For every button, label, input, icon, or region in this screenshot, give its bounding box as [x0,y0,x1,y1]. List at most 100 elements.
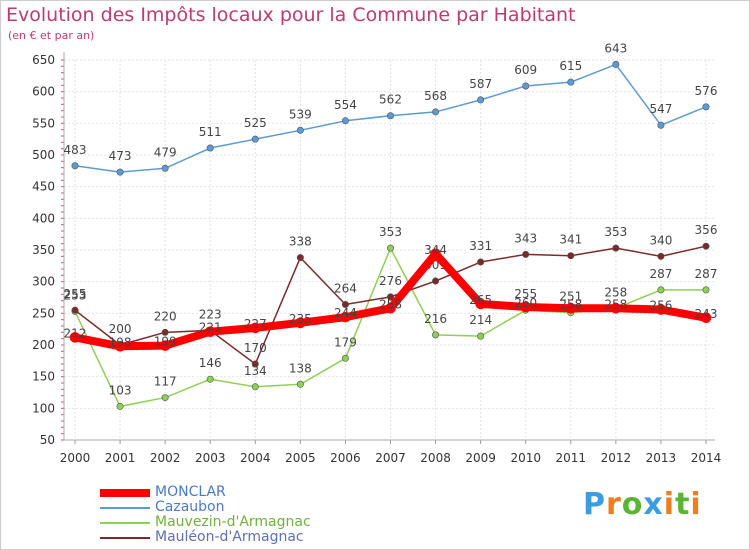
data-label: 643 [604,41,627,55]
y-tick-label: 50 [40,433,55,447]
data-label: 353 [604,225,627,239]
legend-item: Mauléon-d'Armagnac [100,530,420,545]
data-point [296,380,304,388]
data-point [655,304,667,315]
x-tick-label: 2005 [285,451,316,465]
data-point [69,332,81,343]
data-label: 264 [334,281,357,295]
chart-title: Evolution des Impôts locaux pour la Comm… [6,4,576,26]
line-chart: 50 100 150 200 250 300 350 400 450 500 550 600 650 2… [32,41,722,465]
x-tick-label: 2001 [105,451,136,465]
x-tick-label: 2004 [240,451,271,465]
data-point [432,277,440,285]
data-point [340,311,351,323]
data-point [567,252,575,260]
x-tick-label: 2003 [195,451,226,465]
data-point [296,126,304,134]
data-label: 568 [424,89,447,103]
logo-letter: i [663,487,676,522]
data-label: 258 [604,285,627,299]
logo-letter: i [690,487,702,522]
data-point [565,302,577,314]
y-tick-label: 400 [32,211,55,225]
legend-swatch [100,507,150,509]
data-point [251,383,259,391]
axes [61,52,715,444]
chart-subtitle: (en € et par an) [8,29,95,42]
data-point [477,332,485,340]
y-tick-label: 350 [32,243,55,257]
data-point [700,312,712,324]
data-label: 276 [379,274,402,288]
data-point [296,254,304,262]
proxiti-logo: Proxiti [583,487,702,522]
logo-letter: P [583,487,606,522]
data-label: 353 [379,225,402,239]
data-point [206,144,214,152]
x-tick-label: 2014 [691,451,722,465]
data-label: 146 [199,356,222,370]
data-point [657,121,665,129]
data-point [385,302,396,314]
data-label: 170 [244,341,267,355]
data-label: 338 [289,235,312,249]
x-tick-label: 2011 [556,451,587,465]
data-label: 343 [514,231,537,245]
y-tick-label: 450 [32,180,55,194]
data-point [386,112,394,120]
y-tick-label: 650 [32,53,55,67]
data-point [386,244,394,252]
x-tick-label: 2010 [510,451,541,465]
data-point [475,298,486,310]
y-tick-label: 500 [32,148,55,162]
data-point [702,242,710,250]
data-label: 212 [64,326,87,340]
logo-letter: x [643,487,664,522]
data-label: 554 [334,98,357,112]
legend-swatch [100,522,150,524]
data-point [341,300,349,308]
data-label: 479 [154,145,177,159]
data-label: 251 [559,290,582,304]
legend-label: MONCLAR [155,484,226,500]
data-label: 331 [469,239,492,253]
data-label: 220 [154,309,177,323]
data-point [206,375,214,383]
x-tick-label: 2009 [465,451,496,465]
legend-label: Mauvezin-d'Armagnac [155,514,311,530]
data-label: 511 [199,125,222,139]
data-point [477,258,485,266]
logo-letter: t [675,487,691,522]
x-tick-label: 2000 [60,451,91,465]
data-label: 138 [289,361,312,375]
data-point [71,306,79,314]
data-point [114,340,126,352]
x-tick-labels: 2000 2001 2002 2003 2004 2005 2006 2007 2008 2009… [60,451,722,465]
data-point [432,108,440,116]
data-label: 525 [244,116,267,130]
data-label: 615 [559,59,582,73]
data-label: 287 [695,267,718,281]
legend-item: Mauvezin-d'Armagnac [100,515,420,530]
data-label: 562 [379,93,402,107]
data-label: 200 [109,322,132,336]
data-point [341,117,349,125]
legend-label: Mauléon-d'Armagnac [155,529,304,545]
data-point [610,302,622,314]
data-label: 117 [154,375,177,389]
x-tick-label: 2007 [375,451,406,465]
data-point [522,250,530,258]
data-label: 214 [469,313,492,327]
data-point [612,244,620,252]
data-label: 576 [695,84,718,98]
legend-swatch [100,537,150,539]
data-label: 227 [244,317,267,331]
data-label: 344 [424,243,447,257]
data-point [116,402,124,410]
data-label: 216 [424,312,447,326]
data-point [341,354,349,362]
data-point [71,162,79,170]
data-label: 255 [514,287,537,301]
data-label: 340 [649,233,672,247]
